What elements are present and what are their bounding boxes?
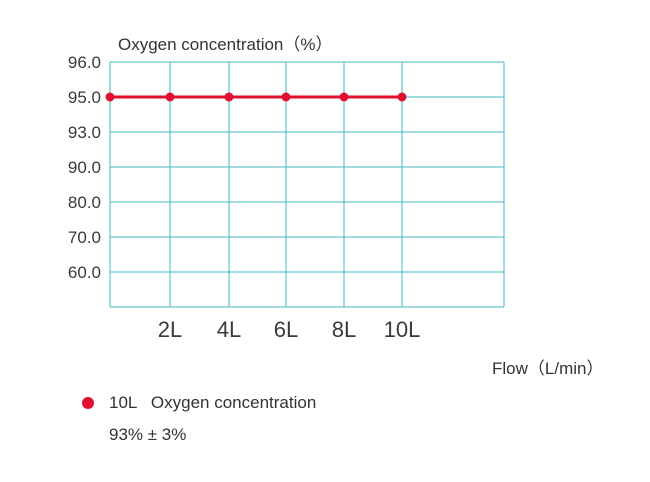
- y-tick-label: 90.0: [68, 158, 101, 177]
- data-point: [224, 92, 234, 102]
- x-tick-label: 2L: [158, 317, 182, 342]
- y-tick-label: 70.0: [68, 228, 101, 247]
- y-tick-label: 96.0: [68, 53, 101, 72]
- data-point: [105, 92, 115, 102]
- y-tick-label: 95.0: [68, 88, 101, 107]
- x-tick-label: 8L: [332, 317, 356, 342]
- x-tick-label: 6L: [274, 317, 298, 342]
- data-point: [397, 92, 407, 102]
- data-point: [339, 92, 349, 102]
- data-point: [281, 92, 291, 102]
- y-tick-label: 80.0: [68, 193, 101, 212]
- x-tick-labels: 2L 4L 6L 8L 10L: [158, 317, 421, 342]
- legend-label: 10L Oxygen concentration: [109, 393, 317, 412]
- concentration-spec: 93% ± 3%: [109, 425, 187, 444]
- x-tick-label: 4L: [217, 317, 241, 342]
- x-axis-title: Flow（L/min）: [492, 359, 604, 378]
- y-tick-label: 60.0: [68, 263, 101, 282]
- y-axis-title: Oxygen concentration（%）: [118, 35, 333, 54]
- y-tick-labels: 96.0 95.0 93.0 90.0 80.0 70.0 60.0: [68, 53, 101, 282]
- x-tick-label: 10L: [384, 317, 421, 342]
- y-tick-label: 93.0: [68, 123, 101, 142]
- data-point: [165, 92, 175, 102]
- legend-marker: [82, 397, 94, 409]
- chart-grid: [109, 61, 505, 308]
- legend: 10L Oxygen concentration: [82, 392, 316, 414]
- series-oxygen-concentration: [105, 92, 407, 102]
